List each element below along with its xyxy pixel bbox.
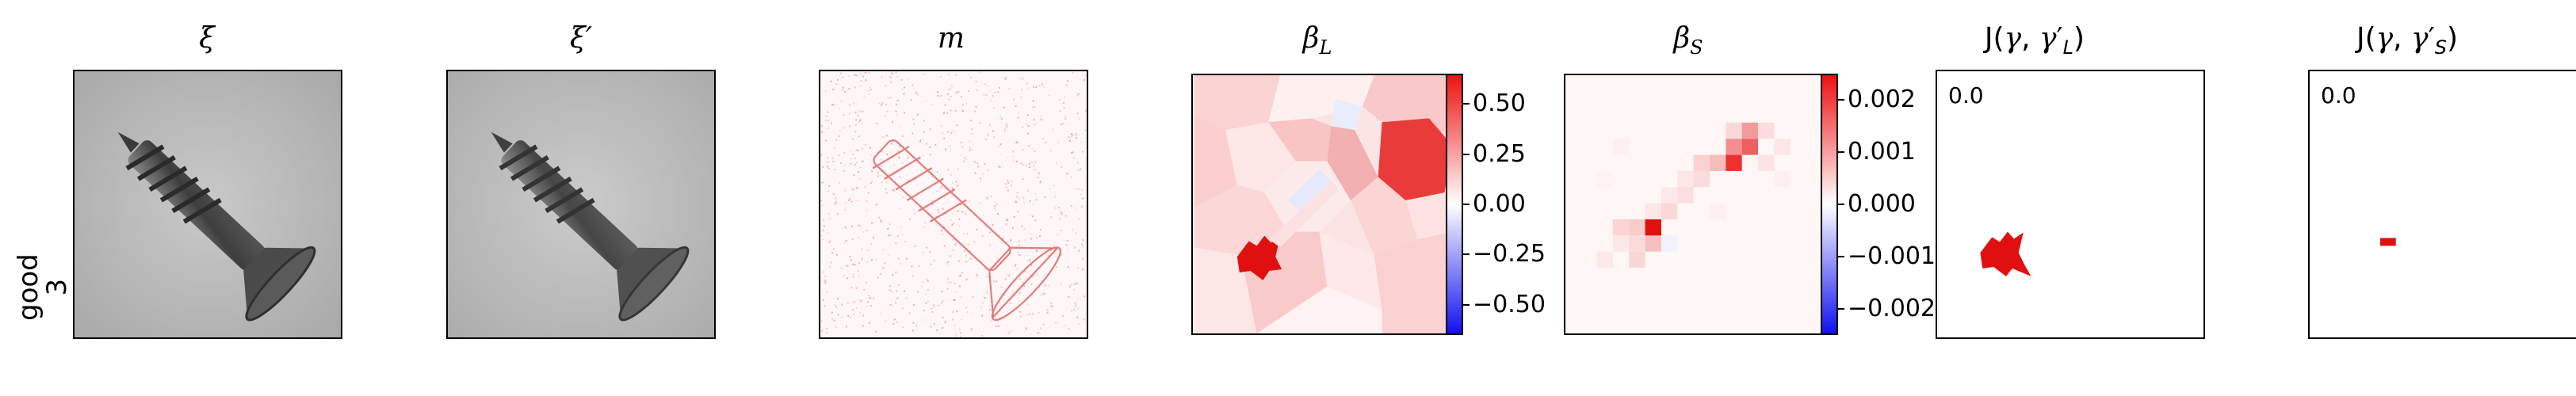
beta-s-cell [1661,187,1678,204]
beta-s-cell [1661,203,1678,219]
colorbar-beta-s-tick-label: −0.002 [1848,295,1936,322]
beta-s-cell [1726,154,1742,171]
panel-xi-prime-image [446,70,716,339]
beta-s-cell [1726,122,1742,139]
difference-map [820,71,1087,337]
colorbar-beta-s [1821,74,1838,335]
beta-s-peak-cell [1645,219,1661,236]
beta-s-cell [1629,251,1645,268]
beta-s-cell [1758,122,1775,139]
colorbar-beta-l [1446,74,1463,335]
panel-title-j-l: J(γ, γ′L) [1984,22,2085,59]
panel-beta-s-map [1564,74,1825,335]
colorbar-beta-l-tick-mark [1463,204,1470,205]
beta-s-cell [1612,139,1630,155]
beta-s-cell [1741,139,1759,155]
screw-image-original [75,71,341,337]
panel-j-l: 0.0 [1936,70,2205,339]
colorbar-beta-s-tick-label: 0.000 [1848,190,1916,218]
j-s-mask [2379,238,2396,246]
beta-s-cell [1709,154,1726,171]
panel-xi-image [73,70,342,339]
beta-s-cell [1677,187,1694,204]
colorbar-beta-l-tick-label: 0.50 [1473,89,1526,118]
beta-s-cell [1677,170,1694,188]
row-label-line2: 3 [41,278,73,296]
colorbar-beta-l-tick-mark [1463,303,1470,306]
beta-s-cell [1596,170,1613,188]
panel-beta-l-map [1191,74,1455,335]
beta-s-cell [1774,170,1791,188]
panel-j-s: 0.0 [2308,70,2576,339]
beta-s-cell [1693,170,1710,188]
beta-s-grid-map [1565,75,1824,333]
colorbar-beta-l-tick-label: 0.25 [1473,139,1526,168]
colorbar-beta-s-tick-mark [1838,256,1844,257]
panel-title-beta-l: βL [1302,22,1332,59]
beta-s-cell [1774,139,1791,155]
beta-s-cell [1612,219,1630,236]
panel-m-map [819,70,1088,339]
colorbar-beta-s-tick-mark [1838,99,1844,101]
beta-s-cell [1645,235,1661,252]
colorbar-beta-s-tick-mark [1838,308,1844,310]
beta-l-superpixel-map [1194,75,1453,333]
colorbar-beta-l-tick-label: −0.50 [1473,290,1546,318]
panel-title-j-s: J(γ, γ′S) [2356,22,2459,59]
beta-s-cell [1629,235,1645,252]
colorbar-beta-s-tick-label: −0.001 [1848,242,1936,270]
colorbar-beta-l-tick-label: 0.00 [1473,190,1526,218]
colorbar-beta-l-tick-mark [1463,253,1470,256]
colorbar-beta-s-tick-label: 0.002 [1848,86,1916,113]
panel-title-beta-s: βS [1673,22,1703,59]
colorbar-beta-s-tick-label: 0.001 [1848,138,1916,166]
panel-title-xi-prime: ξ′ [569,22,592,55]
screw-image-reconstruction [448,71,714,337]
row-label-line1: good [13,253,44,321]
j-l-value-label: 0.0 [1948,82,1984,109]
row-label: good 3 [13,253,73,321]
j-s-value-label: 0.0 [2321,82,2356,109]
j-l-mask [1980,231,2031,276]
beta-s-cell [1693,154,1710,171]
panel-title-m: m [937,22,965,55]
colorbar-beta-s-tick-mark [1838,204,1844,205]
beta-s-cell [1726,139,1742,155]
beta-s-cell [1596,251,1613,268]
beta-s-cell [1661,235,1678,252]
colorbar-beta-l-tick-mark [1463,103,1470,105]
colorbar-beta-s-tick-mark [1838,151,1844,153]
beta-s-cell [1709,203,1726,219]
beta-s-cell [1629,219,1645,236]
colorbar-beta-l-tick-mark [1463,153,1470,155]
beta-s-cell [1612,235,1630,252]
beta-s-cell [1758,154,1775,171]
colorbar-beta-l-tick-label: −0.25 [1473,240,1546,268]
beta-s-cell [1645,203,1661,219]
beta-s-cell [1741,122,1759,139]
panel-title-xi: ξ [199,22,215,55]
